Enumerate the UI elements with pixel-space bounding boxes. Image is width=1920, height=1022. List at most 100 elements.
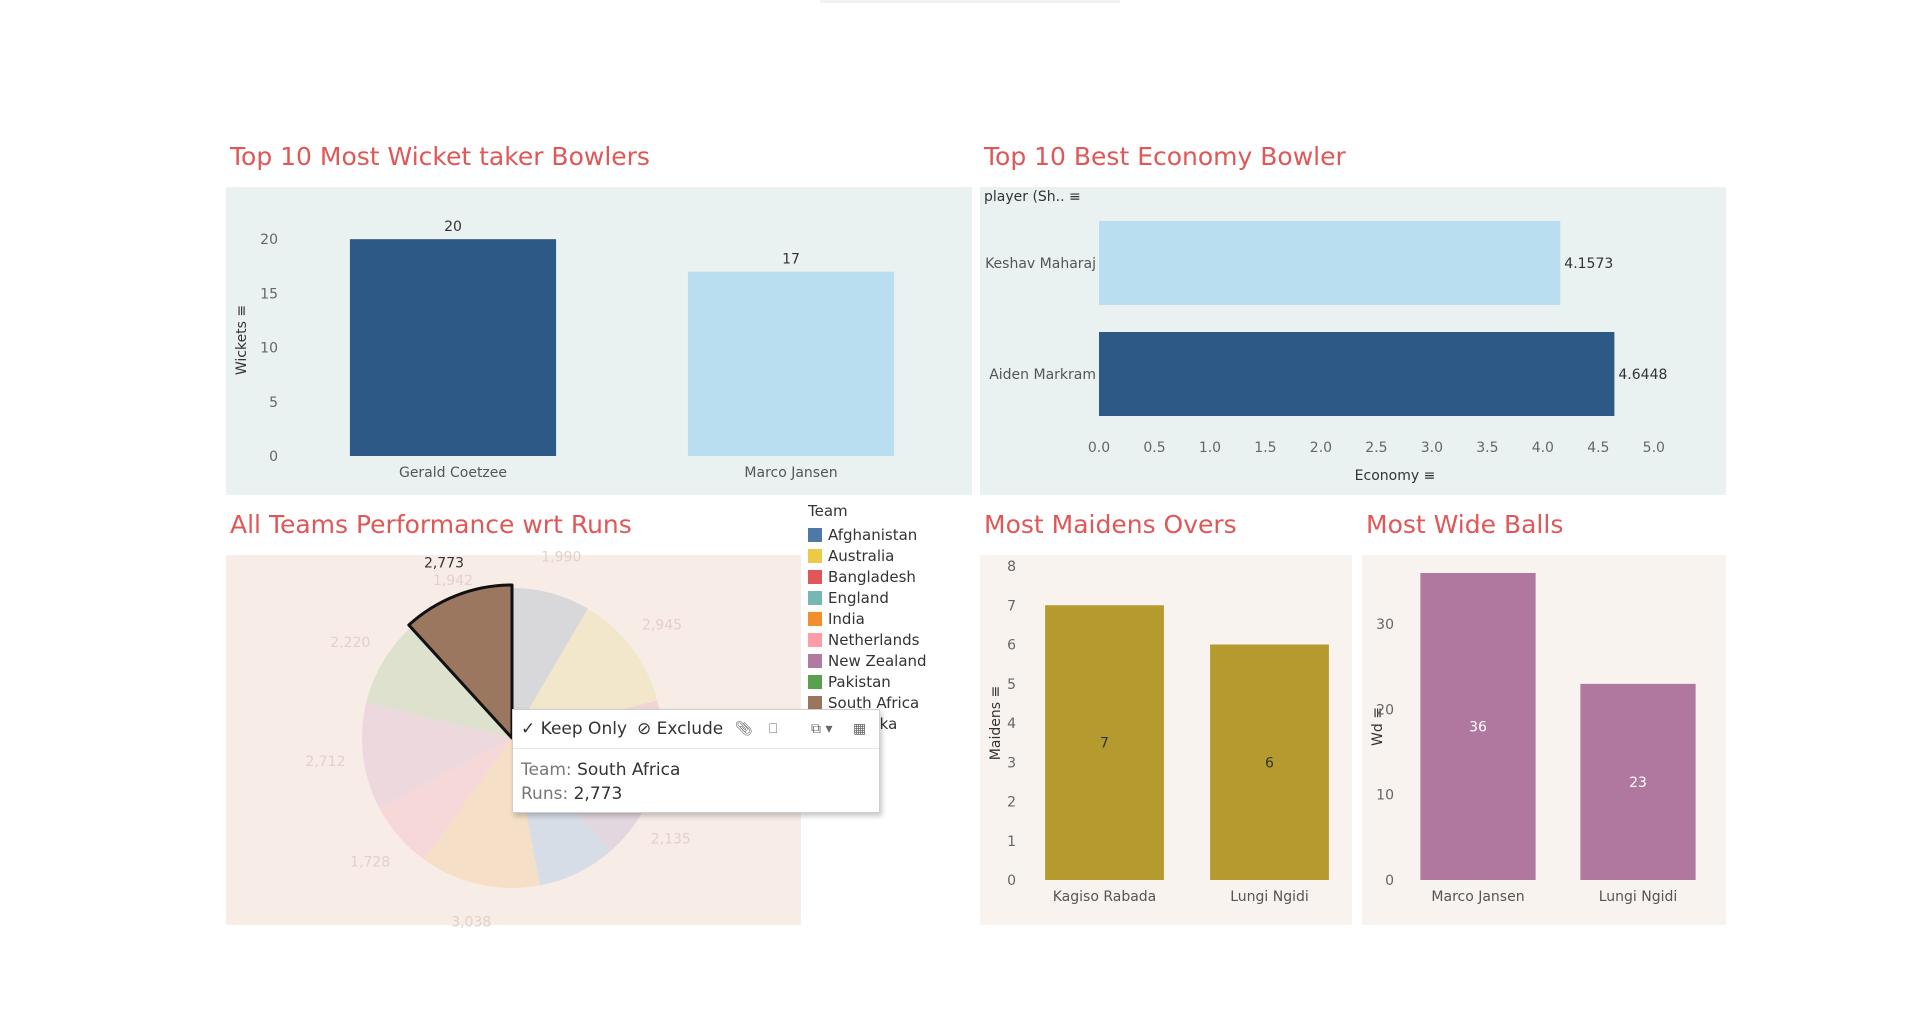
legend-item-label: Bangladesh bbox=[828, 567, 916, 586]
maidens-y-tick-label: 4 bbox=[1007, 716, 1016, 732]
economy-x-tick-label: 1.0 bbox=[1199, 440, 1221, 456]
legend-item[interactable]: South Africa bbox=[808, 692, 928, 713]
wides-y-tick-label: 20 bbox=[1376, 702, 1394, 718]
pie-data-label: 2,220 bbox=[330, 635, 370, 651]
pie-data-label: 2,773 bbox=[424, 556, 464, 572]
wickets-x-tick-label: Marco Jansen bbox=[744, 465, 837, 481]
link-dropdown-icon[interactable]: ⧉ ▾ bbox=[811, 721, 833, 737]
tooltip-separator bbox=[513, 748, 879, 749]
maidens-y-tick-label: 5 bbox=[1007, 677, 1016, 693]
economy-x-axis-title: Economy ≡ bbox=[1355, 468, 1436, 484]
maidens-x-tick-label: Kagiso Rabada bbox=[1053, 889, 1157, 905]
legend-swatch bbox=[808, 611, 822, 626]
legend-title: Team bbox=[808, 502, 848, 520]
maidens-title: Most Maidens Overs bbox=[984, 510, 1237, 539]
legend-item[interactable]: Afghanistan bbox=[808, 524, 928, 545]
wickets-data-label: 20 bbox=[444, 219, 462, 235]
legend-item[interactable]: Australia bbox=[808, 545, 928, 566]
pie-slice bbox=[362, 702, 512, 809]
wickets-bar bbox=[349, 239, 557, 456]
legend-swatch bbox=[808, 527, 822, 542]
team-legend: Team Afghanistan Australia Bangladesh Engla… bbox=[808, 502, 928, 734]
maidens-y-tick-label: 0 bbox=[1007, 873, 1016, 889]
pie-slice bbox=[407, 583, 514, 740]
wides-bar bbox=[1420, 573, 1536, 880]
wickets-chart-panel: Wickets ≡ 0 5 10 15 20 Gerald Coetzee 20 Marco J… bbox=[226, 187, 972, 495]
legend-item[interactable]: India bbox=[808, 608, 928, 629]
maidens-y-tick-label: 2 bbox=[1007, 795, 1016, 811]
pie-data-label: 1,728 bbox=[350, 854, 390, 870]
economy-data-label: 4.6448 bbox=[1618, 367, 1667, 383]
maidens-y-tick-label: 8 bbox=[1007, 559, 1016, 575]
wides-x-tick-label: Lungi Ngidi bbox=[1599, 889, 1678, 905]
wides-title: Most Wide Balls bbox=[1366, 510, 1564, 539]
economy-bar bbox=[1099, 221, 1561, 305]
legend-swatch bbox=[808, 695, 822, 710]
legend-item[interactable]: Bangladesh bbox=[808, 566, 928, 587]
economy-x-tick-label: 1.5 bbox=[1254, 440, 1276, 456]
wickets-chart: Wickets ≡ 0 5 10 15 20 Gerald Coetzee 20 Marco J… bbox=[234, 219, 895, 481]
tooltip-toolbar: ✓ Keep Only ⊘ Exclude 📎︎ ⎕ ⧉ ▾ ▦ bbox=[513, 710, 879, 748]
maidens-y-axis-title: Maidens ≡ bbox=[988, 686, 1004, 760]
pie-data-label: 2,135 bbox=[651, 832, 691, 848]
tooltip-runs-value: 2,773 bbox=[573, 784, 623, 804]
economy-y-tick-label: Aiden Markram bbox=[989, 367, 1096, 383]
legend-item[interactable]: Pakistan bbox=[808, 671, 928, 692]
wides-y-tick-label: 30 bbox=[1376, 617, 1394, 633]
economy-title: Top 10 Best Economy Bowler bbox=[984, 142, 1346, 171]
legend-item[interactable]: New Zealand bbox=[808, 650, 928, 671]
pie-slice bbox=[512, 588, 588, 738]
maidens-bar bbox=[1045, 605, 1164, 880]
wickets-y-tick-label: 10 bbox=[260, 341, 278, 357]
economy-x-tick-label: 0.5 bbox=[1143, 440, 1165, 456]
maidens-chart: Maidens ≡ 0 1 2 3 4 5 6 7 8 Kagiso Rabada 7 Lungi Ng… bbox=[988, 559, 1329, 905]
maidens-y-tick-label: 1 bbox=[1007, 834, 1016, 850]
wickets-x-tick-label: Gerald Coetzee bbox=[399, 465, 507, 481]
exclude-button[interactable]: ⊘ Exclude bbox=[637, 719, 724, 739]
top-scroll-indicator bbox=[820, 0, 1120, 3]
wickets-y-tick-label: 5 bbox=[269, 395, 278, 411]
group-members-icon[interactable]: ⎕ bbox=[769, 721, 778, 737]
economy-chart-panel: player (Sh.. ≡ Keshav Maharaj 4.1573 Aiden … bbox=[980, 187, 1726, 495]
tooltip-runs-row: Runs: 2,773 bbox=[521, 784, 622, 804]
maidens-y-tick-label: 7 bbox=[1007, 598, 1016, 614]
legend-item[interactable]: England bbox=[808, 587, 928, 608]
wides-data-label: 23 bbox=[1629, 775, 1647, 791]
pie-slice bbox=[512, 608, 658, 738]
legend-item-label: New Zealand bbox=[828, 651, 927, 670]
tooltip-team-value: South Africa bbox=[577, 760, 681, 780]
economy-x-tick-label: 3.0 bbox=[1421, 440, 1443, 456]
wides-bar bbox=[1580, 683, 1696, 880]
wides-chart: Wd ≡ 0 10 20 30 Marco Jansen 36 Lungi Ngidi 23 bbox=[1370, 573, 1696, 905]
legend-swatch bbox=[808, 674, 822, 689]
maidens-y-tick-label: 6 bbox=[1007, 638, 1016, 654]
paperclip-icon[interactable]: 📎︎ bbox=[735, 721, 753, 737]
legend-item-label: Pakistan bbox=[828, 672, 891, 691]
pie-data-label: 3,038 bbox=[451, 915, 491, 931]
legend-item-label: Netherlands bbox=[828, 630, 920, 649]
economy-y-tick-label: Keshav Maharaj bbox=[985, 256, 1096, 272]
pie-slice bbox=[366, 627, 512, 738]
wickets-y-tick-label: 0 bbox=[269, 449, 278, 465]
legend-swatch bbox=[808, 632, 822, 647]
economy-y-axis-title: player (Sh.. ≡ bbox=[984, 189, 1081, 205]
economy-x-tick-label: 3.5 bbox=[1476, 440, 1498, 456]
economy-x-tick-label: 0.0 bbox=[1088, 440, 1110, 456]
wickets-title: Top 10 Most Wicket taker Bowlers bbox=[230, 142, 650, 171]
legend-item-label: India bbox=[828, 609, 865, 628]
legend-swatch bbox=[808, 548, 822, 563]
pie-slice bbox=[424, 738, 540, 888]
wides-y-axis-title: Wd ≡ bbox=[1370, 707, 1386, 746]
wickets-y-tick-label: 20 bbox=[260, 232, 278, 248]
pie-tooltip: ✓ Keep Only ⊘ Exclude 📎︎ ⎕ ⧉ ▾ ▦ Team: S… bbox=[512, 709, 880, 813]
wides-chart-panel: Wd ≡ 0 10 20 30 Marco Jansen 36 Lungi Ngidi 23 bbox=[1362, 555, 1726, 925]
keep-only-button[interactable]: ✓ Keep Only bbox=[521, 719, 628, 739]
tooltip-runs-key: Runs: bbox=[521, 784, 569, 804]
maidens-x-tick-label: Lungi Ngidi bbox=[1230, 889, 1309, 905]
wickets-data-label: 17 bbox=[782, 252, 800, 268]
legend-item[interactable]: Netherlands bbox=[808, 629, 928, 650]
economy-x-tick-label: 4.0 bbox=[1532, 440, 1554, 456]
wides-y-tick-label: 10 bbox=[1376, 788, 1394, 804]
view-data-icon[interactable]: ▦ bbox=[853, 721, 867, 737]
pie-data-label: 2,945 bbox=[642, 618, 682, 634]
